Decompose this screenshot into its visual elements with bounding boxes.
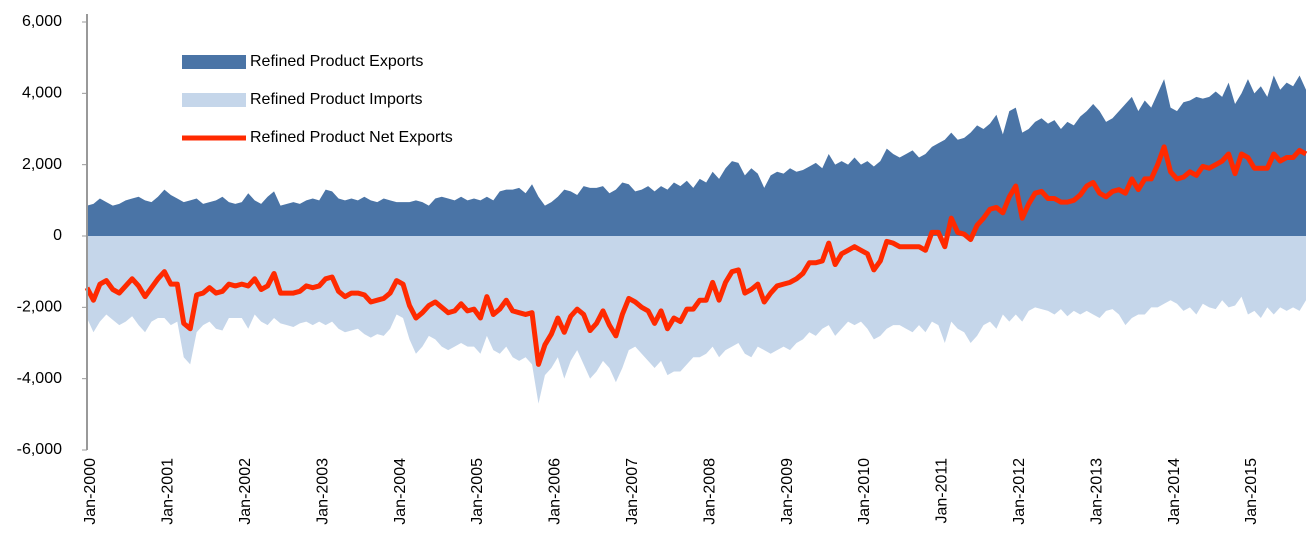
x-tick-label: Jan-2009 (779, 458, 796, 525)
y-tick-label: -6,000 (17, 441, 62, 458)
x-tick-label: Jan-2008 (701, 458, 718, 525)
x-tick-label: Jan-2005 (469, 458, 486, 525)
x-tick-label: Jan-2014 (1166, 458, 1183, 525)
x-tick-label: Jan-2004 (392, 458, 409, 525)
legend-swatch (182, 93, 246, 107)
x-tick-label: Jan-2001 (160, 458, 177, 525)
x-tick-label: Jan-2003 (314, 458, 331, 525)
y-tick-label: 6,000 (22, 13, 62, 30)
x-tick-label: Jan-2013 (1088, 458, 1105, 525)
x-tick-label: Jan-2012 (1011, 458, 1028, 525)
y-tick-label: 0 (53, 227, 62, 244)
x-tick-label: Jan-2006 (547, 458, 564, 525)
y-tick-label: 4,000 (22, 85, 62, 102)
legend-swatch (182, 55, 246, 69)
y-tick-label: -2,000 (17, 299, 62, 316)
y-tick-label: -4,000 (17, 370, 62, 387)
y-tick-label: 2,000 (22, 156, 62, 173)
line (84, 144, 1308, 367)
x-tick-label: Jan-2015 (1243, 458, 1260, 525)
legend-label: Refined Product Net Exports (250, 129, 453, 146)
x-tick-label: Jan-2010 (856, 458, 873, 525)
area (87, 236, 1306, 404)
x-tick-label: Jan-2002 (237, 458, 254, 525)
x-tick-label: Jan-2000 (82, 458, 99, 525)
x-tick-label: Jan-2011 (934, 458, 951, 524)
x-tick-label: Jan-2007 (624, 458, 641, 525)
legend-label: Refined Product Imports (250, 91, 423, 108)
area (87, 75, 1306, 236)
legend-label: Refined Product Exports (250, 53, 423, 70)
